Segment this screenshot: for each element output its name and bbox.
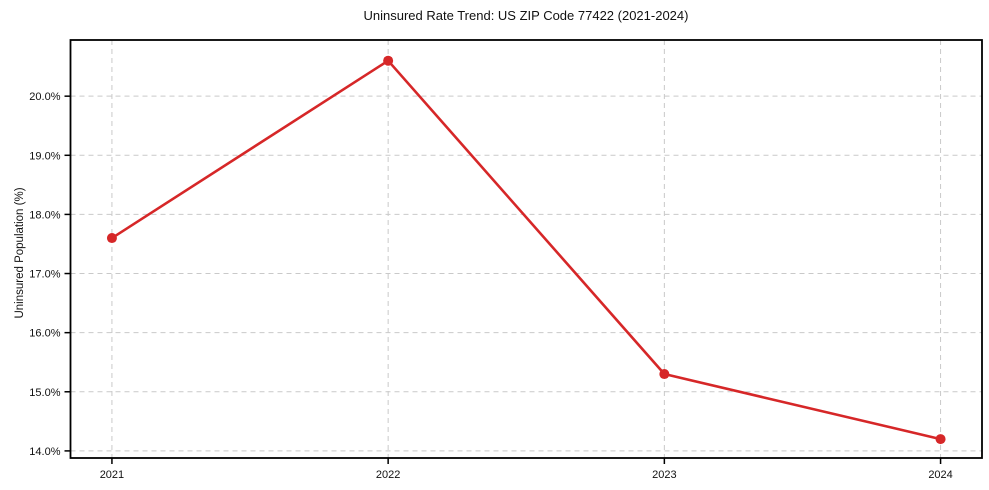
x-tick-label: 2022 [376, 469, 400, 481]
y-tick-label: 19.0% [29, 150, 60, 162]
data-point-marker [935, 434, 946, 445]
x-tick-label: 2024 [928, 469, 952, 481]
y-tick-label: 17.0% [29, 269, 60, 281]
chart-title: Uninsured Rate Trend: US ZIP Code 77422 … [363, 8, 689, 23]
x-tick-label: 2023 [652, 469, 676, 481]
y-tick-label: 18.0% [29, 209, 60, 221]
plot-border [69, 39, 983, 459]
data-point-marker [106, 233, 117, 244]
y-tick-label: 20.0% [29, 91, 60, 103]
data-point-marker [383, 55, 394, 66]
x-tick-label: 2021 [100, 469, 124, 481]
y-tick-label: 15.0% [29, 387, 60, 399]
y-tick-label: 14.0% [29, 446, 60, 458]
trend-line [110, 59, 942, 441]
y-tick-label: 16.0% [29, 328, 60, 340]
data-point-marker [659, 369, 670, 380]
